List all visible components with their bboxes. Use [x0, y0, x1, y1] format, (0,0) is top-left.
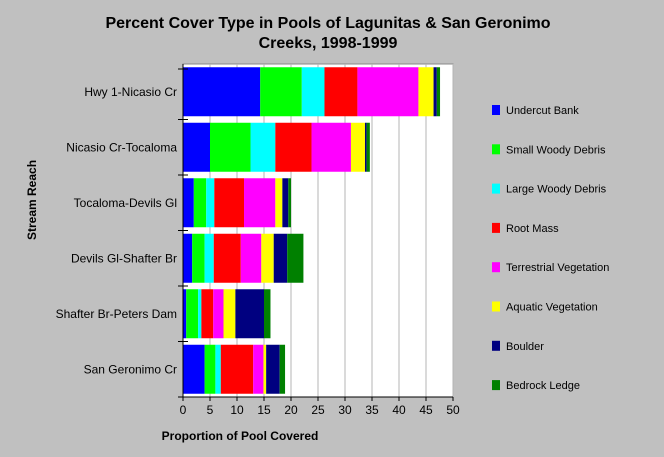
legend-swatch-7	[492, 380, 500, 391]
bar-4-4	[213, 289, 224, 339]
x-tick-label-45: 45	[419, 403, 433, 417]
legend-label-5: Aquatic Vegetation	[506, 302, 598, 314]
legend-swatch-4	[492, 262, 500, 273]
legend-swatch-5	[492, 301, 500, 312]
legend-swatch-6	[492, 340, 500, 351]
bar-5-3	[220, 344, 254, 394]
bar-0-4	[357, 67, 419, 117]
bar-3-0	[183, 233, 193, 283]
bar-0-5	[418, 67, 434, 117]
x-axis-title: Proportion of Pool Covered	[162, 429, 319, 443]
bar-2-5	[275, 178, 283, 228]
category-label-4: Shafter Br-Peters Dam	[56, 307, 177, 321]
bar-5-6	[266, 344, 280, 394]
bar-1-4	[311, 122, 351, 172]
legend-label-0: Undercut Bank	[506, 105, 579, 117]
bar-3-1	[192, 233, 205, 283]
bar-1-7	[366, 122, 370, 172]
bar-4-7	[264, 289, 271, 339]
bar-5-2	[215, 344, 221, 394]
bar-5-4	[253, 344, 264, 394]
bar-3-3	[213, 233, 241, 283]
x-tick-label-5: 5	[207, 403, 214, 417]
legend-label-3: Root Mass	[506, 223, 559, 235]
bar-1-1	[210, 122, 251, 172]
bar-1-2	[250, 122, 276, 172]
y-axis-title-group: Stream Reach	[25, 160, 39, 240]
legend-swatch-1	[492, 144, 500, 155]
bar-0-0	[183, 67, 261, 117]
legend-swatch-2	[492, 183, 500, 194]
bar-5-1	[204, 344, 216, 394]
gridlines	[209, 64, 454, 397]
bar-3-7	[287, 233, 304, 283]
category-label-0: Hwy 1-Nicasio Cr	[84, 85, 177, 99]
legend-swatch-0	[492, 105, 500, 115]
bar-3-2	[204, 233, 214, 283]
bar-4-5	[223, 289, 236, 339]
x-tick-label-40: 40	[392, 403, 406, 417]
legend-label-6: Boulder	[506, 341, 544, 353]
bar-4-6	[235, 289, 264, 339]
category-labels: Hwy 1-Nicasio Cr Nicasio Cr-Tocaloma Tocal…	[56, 85, 178, 377]
legend-label-7: Bedrock Ledge	[506, 380, 580, 392]
bar-3-5	[261, 233, 274, 283]
bar-5-0	[183, 344, 205, 394]
bar-2-0	[183, 178, 194, 228]
bar-3-4	[240, 233, 262, 283]
x-tick-label-10: 10	[230, 403, 244, 417]
bar-1-6	[364, 122, 367, 172]
bar-2-7	[288, 178, 291, 228]
x-tick-label-25: 25	[311, 403, 325, 417]
x-tick-label-0: 0	[180, 403, 187, 417]
legend: Undercut Bank Small Woody Debris Large Woo…	[492, 105, 609, 392]
category-label-2: Tocaloma-Devils Gl	[74, 196, 177, 210]
bar-0-1	[260, 67, 302, 117]
bar-0-2	[301, 67, 325, 117]
bars	[183, 67, 441, 394]
chart-title-line-1: Percent Cover Type in Pools of Lagunitas…	[105, 15, 550, 32]
bar-2-4	[244, 178, 276, 228]
legend-label-1: Small Woody Debris	[506, 144, 606, 156]
bar-2-6	[282, 178, 289, 228]
bar-4-0	[183, 289, 187, 339]
axes	[178, 64, 454, 401]
bar-0-6	[433, 67, 437, 117]
chart-title: Percent Cover Type in Pools of Lagunitas…	[105, 15, 550, 52]
x-tick-label-15: 15	[257, 403, 271, 417]
bar-4-2	[198, 289, 202, 339]
legend-swatch-3	[492, 222, 500, 233]
category-label-1: Nicasio Cr-Tocaloma	[66, 140, 177, 154]
bar-1-5	[350, 122, 365, 172]
x-tick-label-30: 30	[338, 403, 352, 417]
chart-title-line-2: Creeks, 1998-1999	[259, 35, 398, 52]
legend-label-2: Large Woody Debris	[506, 184, 607, 196]
x-axis-title-group: Proportion of Pool Covered	[162, 429, 319, 443]
bar-2-2	[206, 178, 215, 228]
x-tick-labels: 0 5 10 15 20 25 30 35 40 45 50	[180, 403, 460, 417]
bar-5-7	[279, 344, 286, 394]
bar-1-0	[183, 122, 210, 172]
bar-1-3	[275, 122, 312, 172]
bar-0-3	[324, 67, 358, 117]
x-tick-label-20: 20	[284, 403, 298, 417]
legend-label-4: Terrestrial Vegetation	[506, 262, 609, 274]
bar-2-1	[193, 178, 207, 228]
bar-4-1	[186, 289, 199, 339]
y-axis-title: Stream Reach	[25, 160, 39, 240]
bar-3-6	[273, 233, 288, 283]
category-label-5: San Geronimo Cr	[84, 362, 177, 376]
x-tick-label-50: 50	[446, 403, 460, 417]
bar-4-3	[201, 289, 214, 339]
bar-5-5	[263, 344, 267, 394]
bar-0-7	[436, 67, 441, 117]
x-tick-label-35: 35	[365, 403, 379, 417]
category-label-3: Devils Gl-Shafter Br	[71, 251, 177, 265]
bar-2-3	[214, 178, 245, 228]
